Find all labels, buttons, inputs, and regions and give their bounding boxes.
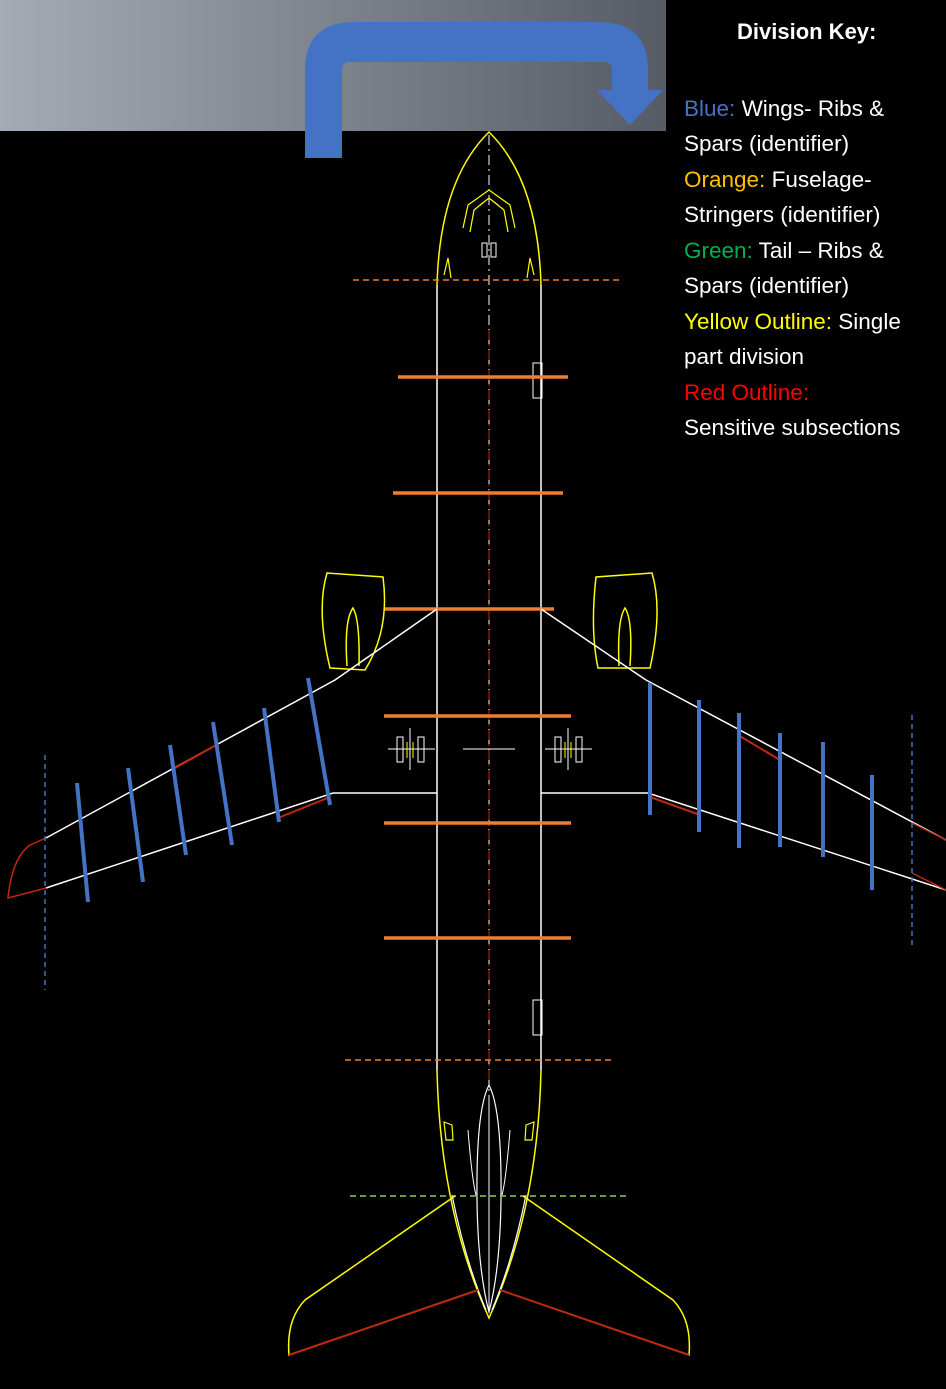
key-orange-line1: Orange: Fuselage- — [684, 162, 872, 198]
key-green-text1: Tail – Ribs & — [758, 238, 884, 263]
right-wing-sensitive-trailing — [649, 796, 701, 816]
key-blue-line1: Blue: Wings- Ribs & — [684, 91, 884, 127]
rear-panels — [443, 1121, 535, 1141]
key-yellow-label: Yellow Outline: — [684, 309, 833, 334]
key-blue-text1: Wings- Ribs & — [741, 96, 885, 121]
gear-yellow-marks — [406, 742, 572, 758]
key-green-line2: Spars (identifier) — [684, 273, 850, 298]
key-orange-text1: Fuselage- — [771, 167, 872, 192]
key-red-label: Red Outline: — [684, 380, 810, 405]
left-rib-4 — [211, 721, 234, 846]
left-rib-2 — [126, 767, 145, 883]
engine-right — [592, 572, 658, 669]
division-key: Division Key: Blue: Wings- Ribs & Spars … — [666, 5, 946, 445]
key-yellow-line1: Yellow Outline: Single — [684, 304, 901, 340]
aft-fuselage-inner — [451, 1194, 527, 1311]
nose-gear-2 — [490, 242, 497, 258]
key-yellow-text1: Single — [838, 309, 901, 334]
left-wing-trailing-edge — [45, 792, 437, 889]
door-front — [532, 362, 543, 399]
left-rib-1 — [75, 782, 90, 903]
left-wingtip — [7, 837, 47, 900]
nose-panels — [443, 257, 535, 279]
main-gear-left — [388, 728, 435, 770]
right-wing-ribs — [648, 683, 874, 890]
key-red-line1: Red Outline: — [684, 375, 809, 411]
left-hstab-sensitive — [288, 1289, 479, 1356]
right-hstab-sensitive — [499, 1289, 690, 1356]
nose-outline — [436, 130, 542, 286]
right-wing-leading-edge — [540, 608, 946, 841]
right-hstab-outline — [499, 1195, 691, 1357]
left-wing-sensitive-trailing — [277, 796, 331, 819]
door-rear — [532, 999, 543, 1036]
key-orange-line2: Stringers (identifier) — [684, 202, 881, 227]
left-rib-3 — [168, 744, 188, 856]
key-orange-label: Orange: — [684, 167, 766, 192]
main-gear-right — [545, 728, 592, 770]
left-hstab-outline — [287, 1195, 479, 1357]
tail-cone-outline — [436, 1069, 542, 1320]
left-rib-6 — [306, 677, 332, 806]
left-wing-leading-edge — [45, 608, 438, 839]
key-red-line2: Sensitive subsections — [684, 415, 901, 440]
nose-gear — [481, 242, 488, 258]
left-rib-5 — [262, 707, 281, 823]
fuselage-stringers — [384, 375, 571, 940]
cockpit-windows — [462, 189, 516, 233]
left-wing-sensitive-leading — [174, 743, 219, 769]
key-green-label: Green: — [684, 238, 753, 263]
division-key-title: Division Key: — [737, 19, 877, 44]
curved-arrow-body — [305, 22, 663, 158]
right-wingtip — [911, 822, 946, 891]
key-blue-line2: Spars (identifier) — [684, 131, 850, 156]
vertical-stabilizer — [476, 1083, 502, 1315]
engine-left — [321, 572, 386, 671]
right-wing-sensitive-leading — [737, 734, 781, 761]
left-wing-ribs — [75, 677, 332, 903]
key-blue-label: Blue: — [684, 96, 736, 121]
rear-small-outline — [467, 1129, 511, 1196]
key-green-line1: Green: Tail – Ribs & — [684, 233, 884, 269]
key-yellow-line2: part division — [684, 344, 805, 369]
